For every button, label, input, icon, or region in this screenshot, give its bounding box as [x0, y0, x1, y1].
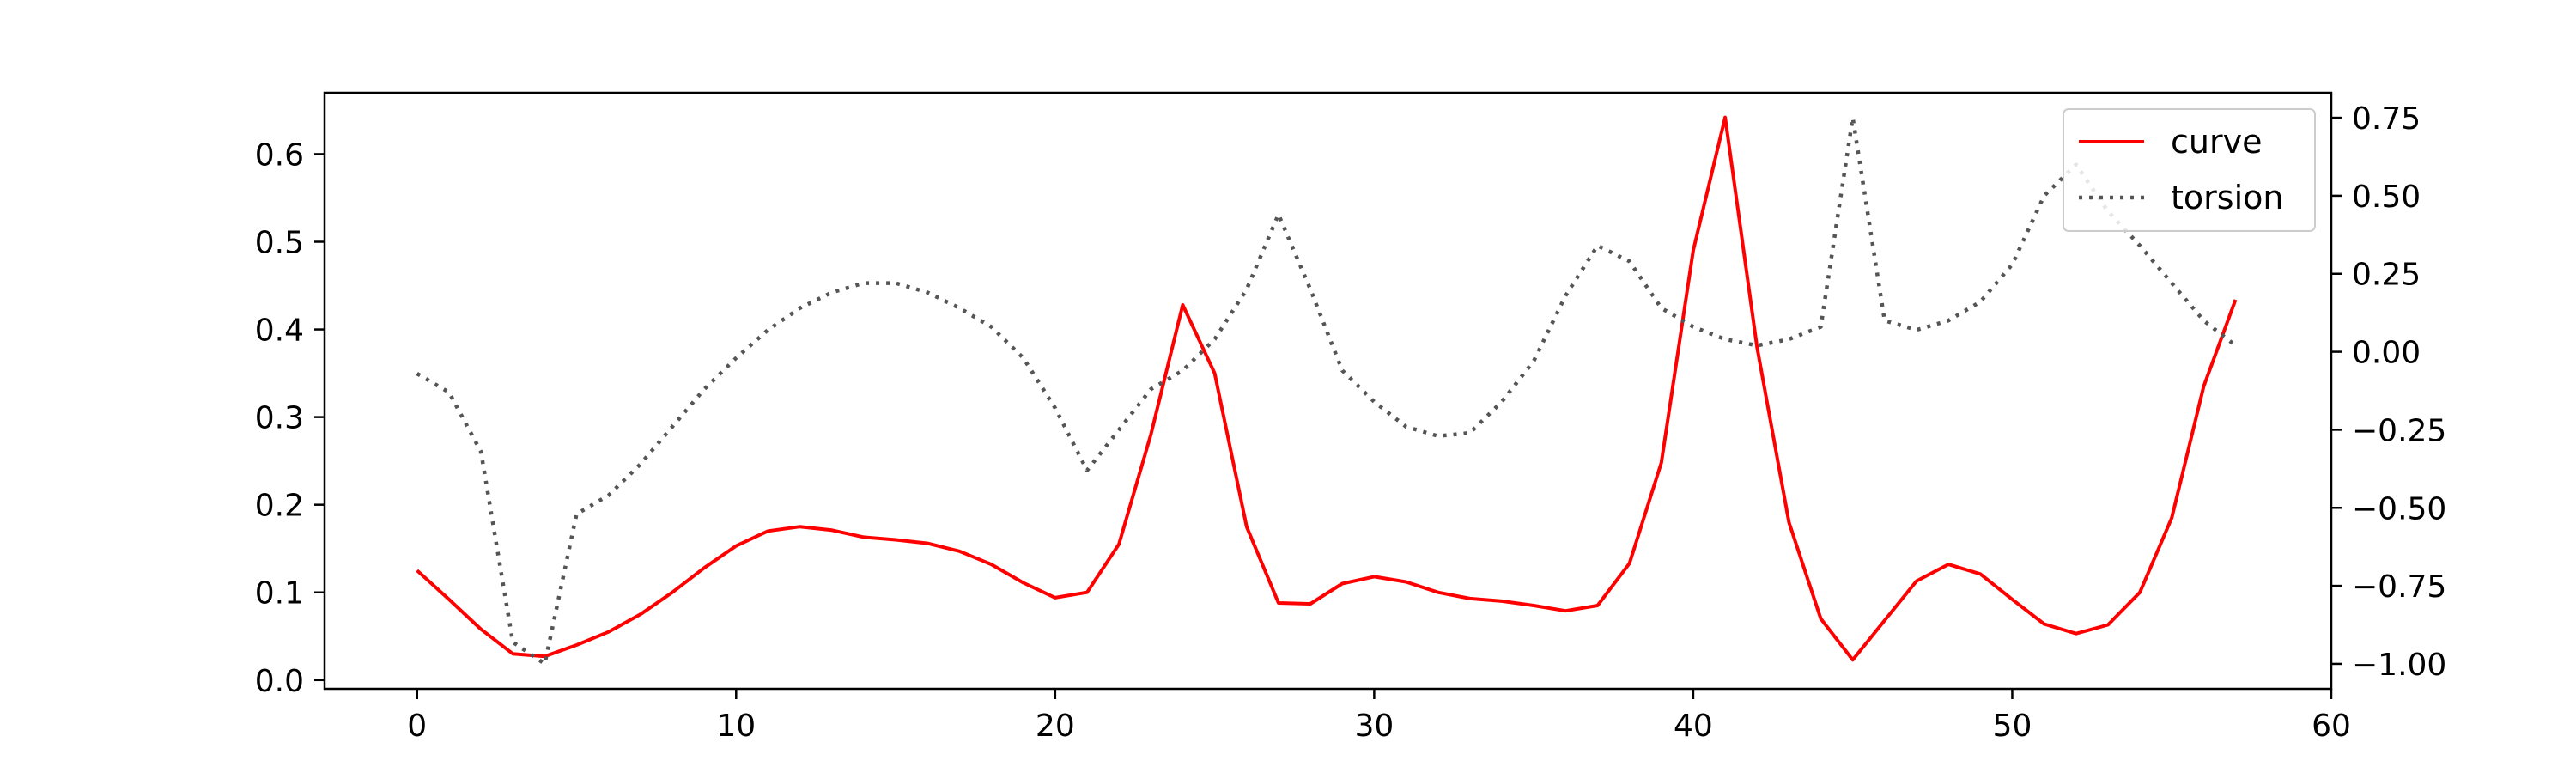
x-tick-label: 30	[1354, 709, 1394, 744]
x-tick-label: 40	[1674, 709, 1713, 744]
x-tick-label: 0	[407, 709, 427, 744]
y-tick-label: 0.6	[255, 137, 304, 173]
y-tick-label: 0.4	[255, 313, 304, 349]
x-tick-label: 20	[1036, 709, 1075, 744]
y-right-tick-label: 0.75	[2352, 101, 2421, 137]
y-tick-label: 0.3	[255, 401, 304, 436]
y-right-tick-label: −1.00	[2352, 648, 2446, 683]
y-right-tick-label: −0.50	[2352, 491, 2446, 526]
y-right-tick-label: 0.00	[2352, 336, 2421, 371]
ticks-layer: 0 10 20 30 40 50 60 0.0 0.1 0.2 0.3 0.4 0.5 0.6 0.75 0.…	[255, 101, 2447, 744]
y-tick-label: 0.1	[255, 576, 304, 612]
y-right-tick-label: 0.50	[2352, 180, 2421, 215]
x-tick-label: 10	[716, 709, 756, 744]
plot-frame	[323, 91, 2333, 691]
series-line-curve	[416, 115, 2238, 662]
x-tick-label: 60	[2312, 709, 2351, 744]
y-tick-label: 0.5	[255, 226, 304, 261]
y-right-tick-label: −0.75	[2352, 569, 2446, 605]
y-tick-label: 0.0	[255, 664, 304, 699]
series-layer	[416, 115, 2238, 666]
x-tick-label: 50	[1993, 709, 2032, 744]
series-line-torsion	[416, 115, 2237, 666]
legend-label-torsion: torsion	[2171, 179, 2283, 216]
y-right-tick-label: −0.25	[2352, 413, 2446, 448]
legend-label-curve: curve	[2171, 123, 2262, 161]
legend-box	[2063, 108, 2316, 232]
legend: curve torsion	[2063, 108, 2316, 232]
y-right-tick-label: 0.25	[2352, 258, 2421, 293]
y-tick-label: 0.2	[255, 489, 304, 524]
